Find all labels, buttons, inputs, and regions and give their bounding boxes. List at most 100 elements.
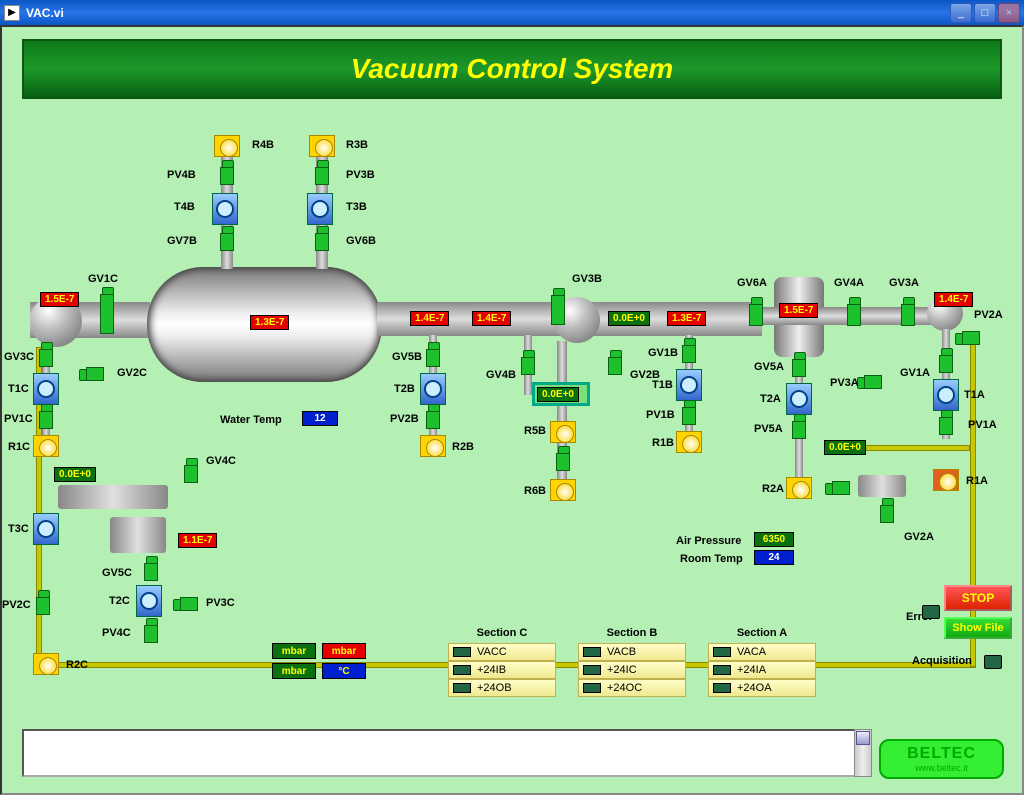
stop-button[interactable]: STOP	[944, 585, 1012, 611]
valve-icon[interactable]	[424, 409, 442, 431]
label: T2A	[760, 393, 781, 405]
vendor-logo: BELTEC www.beltec.it	[879, 739, 1004, 779]
label: PV3A	[830, 377, 859, 389]
page-title: Vacuum Control System	[351, 53, 674, 85]
led-icon	[713, 665, 731, 675]
label: T2B	[394, 383, 415, 395]
pressure-readout: 1.3E-7	[250, 315, 289, 330]
label: R2A	[762, 483, 784, 495]
status-row: +24IB	[448, 661, 556, 679]
valve-icon[interactable]	[424, 347, 442, 369]
valve-icon[interactable]	[178, 595, 200, 613]
turbo-pump-icon	[33, 513, 59, 545]
valve-icon[interactable]	[549, 293, 567, 327]
valve-icon[interactable]	[98, 292, 116, 336]
label: GV3C	[4, 351, 34, 363]
pressure-readout: 1.3E-7	[667, 311, 706, 326]
message-area[interactable]	[22, 729, 872, 777]
turbo-pump-icon	[212, 193, 238, 225]
pressure-readout: 0.0E+0	[824, 440, 866, 455]
valve-icon[interactable]	[899, 302, 917, 328]
label: R2B	[452, 441, 474, 453]
show-file-button[interactable]: Show File	[944, 617, 1012, 639]
section-b: Section B VACB +24IC +24OC	[578, 627, 686, 697]
valve-icon[interactable]	[606, 355, 624, 377]
led-icon	[453, 647, 471, 657]
status-row: +24OC	[578, 679, 686, 697]
label: GV2C	[117, 367, 147, 379]
valve-icon[interactable]	[554, 451, 572, 473]
minimize-button[interactable]: _	[950, 3, 972, 23]
label: PV1B	[646, 409, 675, 421]
valve-icon[interactable]	[34, 595, 52, 617]
status-row: +24IA	[708, 661, 816, 679]
rotary-pump-icon	[550, 479, 576, 501]
pressure-readout: 0.0E+0	[608, 311, 650, 326]
label: PV1A	[968, 419, 997, 431]
valve-icon[interactable]	[218, 231, 236, 253]
valve-icon[interactable]	[313, 165, 331, 187]
led-icon	[453, 683, 471, 693]
valve-icon[interactable]	[878, 503, 896, 525]
legend: mbar mbar	[272, 643, 366, 659]
valve-icon[interactable]	[790, 357, 808, 379]
section-a: Section A VACA +24IA +24OA	[708, 627, 816, 697]
label: PV2C	[2, 599, 31, 611]
logo-url: www.beltec.it	[915, 763, 968, 773]
turbo-pump-icon	[33, 373, 59, 405]
label: GV6B	[346, 235, 376, 247]
valve-icon[interactable]	[937, 415, 955, 437]
turbo-pump-icon	[307, 193, 333, 225]
legend: mbar °C	[272, 663, 366, 679]
valve-icon[interactable]	[37, 347, 55, 369]
valve-icon[interactable]	[937, 353, 955, 375]
valve-icon[interactable]	[790, 419, 808, 441]
valve-icon[interactable]	[862, 373, 884, 391]
valve-icon[interactable]	[960, 329, 982, 347]
error-led	[922, 605, 940, 619]
header: Vacuum Control System	[22, 39, 1002, 99]
valve-icon[interactable]	[142, 561, 160, 583]
label: R5B	[524, 425, 546, 437]
section-title: Section A	[708, 627, 816, 639]
label: T1A	[964, 389, 985, 401]
legend-item: °C	[322, 663, 366, 679]
label: GV1C	[88, 273, 118, 285]
valve-icon[interactable]	[37, 409, 55, 431]
valve-icon[interactable]	[680, 405, 698, 427]
label: R1A	[966, 475, 988, 487]
pressure-readout: 1.4E-7	[934, 292, 973, 307]
valve-icon[interactable]	[519, 355, 537, 377]
valve-icon[interactable]	[84, 365, 106, 383]
valve-icon[interactable]	[747, 302, 765, 328]
tee	[110, 517, 166, 553]
scrollbar[interactable]	[854, 729, 872, 777]
legend-item: mbar	[272, 643, 316, 659]
valve-icon[interactable]	[313, 231, 331, 253]
led-icon	[713, 647, 731, 657]
label: GV6A	[737, 277, 767, 289]
logo-text: BELTEC	[907, 745, 976, 763]
valve-icon[interactable]	[182, 463, 200, 485]
rotary-pump-icon	[33, 435, 59, 457]
label: T4B	[174, 201, 195, 213]
rotary-pump-icon	[676, 431, 702, 453]
rotary-pump-icon	[550, 421, 576, 443]
valve-icon[interactable]	[845, 302, 863, 328]
pressure-readout: 1.5E-7	[779, 303, 818, 318]
status-row: VACA	[708, 643, 816, 661]
label: Air Pressure	[676, 535, 741, 547]
maximize-button[interactable]: □	[974, 3, 996, 23]
turbo-pump-icon	[136, 585, 162, 617]
manifold	[58, 485, 168, 509]
label: T3C	[8, 523, 29, 535]
valve-icon[interactable]	[218, 165, 236, 187]
valve-icon[interactable]	[680, 343, 698, 365]
close-button[interactable]: ×	[998, 3, 1020, 23]
label: Acquisition	[912, 655, 972, 667]
section-c: Section C VACC +24IB +24OB	[448, 627, 556, 697]
turbo-pump-icon	[420, 373, 446, 405]
valve-icon[interactable]	[830, 479, 852, 497]
led-icon	[583, 665, 601, 675]
valve-icon[interactable]	[142, 623, 160, 645]
